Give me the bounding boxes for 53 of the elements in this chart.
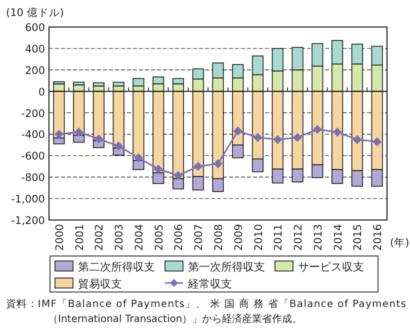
x-tick-label: 2011 — [272, 224, 285, 251]
x-tick-label: 2013 — [312, 224, 324, 251]
y-tick-label: -800 — [21, 172, 45, 184]
point — [312, 124, 322, 134]
y-tick-label: -400 — [21, 129, 45, 142]
x-tick-label: 2010 — [252, 224, 265, 251]
point — [54, 130, 64, 139]
y-tick-label: 400 — [24, 43, 45, 56]
point — [332, 128, 342, 137]
x-tick-label: 2000 — [54, 224, 66, 251]
x-tick-label: 2015 — [352, 224, 364, 251]
x-tick-label: 2004 — [133, 224, 146, 251]
point — [154, 164, 163, 174]
legend-label: 第二次所得収支 — [78, 260, 155, 274]
legend-label: 貿易収支 — [78, 278, 122, 290]
point — [134, 153, 143, 162]
x-tick-label: 2014 — [332, 224, 344, 251]
point — [194, 162, 203, 171]
point — [233, 126, 242, 136]
legend-label: 第一次所得収支 — [188, 260, 265, 274]
point — [372, 137, 382, 146]
x-tick-label: 2005 — [153, 224, 166, 251]
point — [273, 135, 282, 144]
x-tick-label: 2012 — [292, 224, 305, 251]
y-tick-label: -200 — [21, 108, 45, 120]
point — [74, 128, 84, 137]
point — [293, 132, 302, 142]
y-tick-label: 0 — [38, 86, 45, 98]
y-tick-label: -600 — [21, 150, 45, 163]
x-tick-label: 2002 — [94, 224, 106, 251]
point — [352, 135, 362, 144]
x-tick-label: 2008 — [213, 224, 225, 251]
text: （International Transaction）」から経済産業省作成。 — [48, 313, 302, 325]
legend-label: サービス収支 — [298, 260, 364, 274]
y-tick-label: 200 — [24, 64, 45, 77]
x-tick-label: 2007 — [193, 224, 206, 251]
x-tick-label: 2003 — [114, 224, 126, 251]
y-axis-title: (10 億ドル) — [6, 6, 64, 19]
y-tick-label: -1,200 — [11, 215, 45, 227]
legend-label: 経常収支 — [187, 278, 232, 290]
x-tick-label: 2009 — [232, 224, 245, 251]
point — [174, 171, 183, 180]
point — [94, 134, 104, 144]
x-tick-label: 2016 — [372, 224, 384, 251]
text: 資料：IMF「Balance of Payments」、 米 国 商 務 省「Balance of Payments — [6, 298, 406, 310]
x-axis-title: (年) — [390, 237, 410, 249]
x-tick-label: 2001 — [74, 224, 86, 251]
point — [253, 132, 262, 142]
point — [114, 142, 124, 151]
y-tick-label: 600 — [24, 22, 45, 34]
point — [214, 159, 222, 168]
x-tick-label: 2006 — [173, 224, 186, 251]
y-tick-label: -1,000 — [11, 194, 45, 206]
